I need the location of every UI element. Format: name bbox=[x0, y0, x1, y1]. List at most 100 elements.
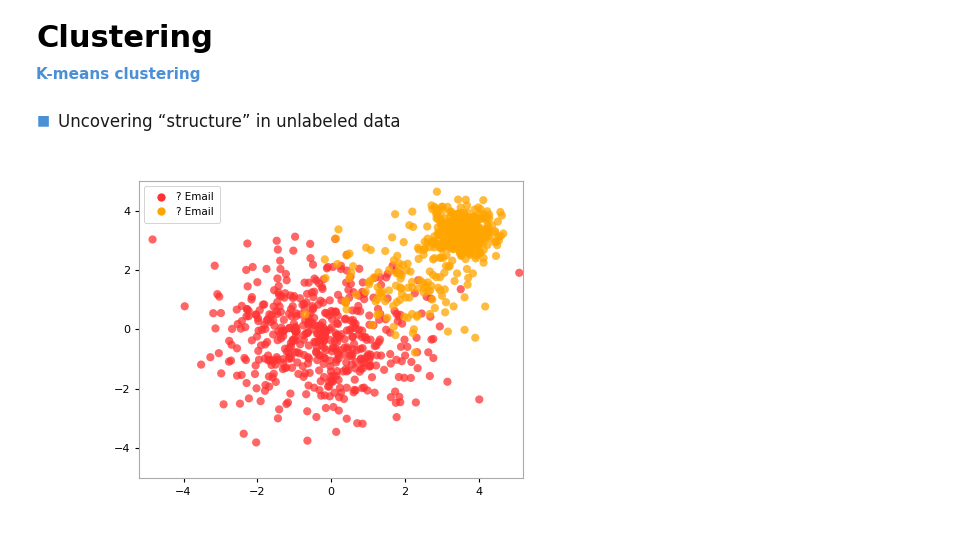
? Email bbox=[324, 307, 339, 315]
? Email bbox=[256, 300, 272, 309]
? Email bbox=[455, 216, 470, 225]
? Email bbox=[404, 357, 420, 366]
? Email bbox=[460, 242, 475, 251]
? Email bbox=[330, 312, 346, 320]
? Email bbox=[324, 343, 340, 352]
? Email bbox=[468, 239, 484, 248]
? Email bbox=[312, 336, 327, 345]
? Email bbox=[431, 206, 446, 215]
? Email bbox=[229, 344, 245, 353]
? Email bbox=[472, 248, 488, 256]
? Email bbox=[362, 362, 377, 371]
? Email bbox=[469, 226, 485, 234]
? Email bbox=[306, 287, 322, 296]
? Email bbox=[300, 329, 315, 338]
? Email bbox=[402, 293, 418, 302]
? Email bbox=[372, 309, 388, 318]
? Email bbox=[451, 210, 467, 218]
? Email bbox=[390, 252, 405, 260]
? Email bbox=[449, 220, 465, 229]
? Email bbox=[442, 243, 457, 252]
? Email bbox=[473, 215, 489, 224]
? Email bbox=[289, 323, 304, 332]
? Email bbox=[299, 329, 314, 338]
? Email bbox=[456, 232, 471, 241]
? Email bbox=[444, 227, 459, 236]
? Email bbox=[461, 215, 476, 224]
? Email bbox=[381, 266, 396, 274]
? Email bbox=[453, 233, 468, 242]
? Email bbox=[378, 315, 394, 323]
? Email bbox=[355, 278, 371, 287]
? Email bbox=[416, 288, 431, 297]
? Email bbox=[442, 261, 457, 270]
? Email bbox=[444, 242, 460, 251]
? Email bbox=[467, 232, 482, 240]
? Email bbox=[292, 349, 307, 357]
? Email bbox=[323, 336, 338, 345]
? Email bbox=[436, 220, 451, 228]
? Email bbox=[468, 254, 484, 263]
? Email bbox=[426, 232, 442, 241]
? Email bbox=[302, 368, 318, 377]
? Email bbox=[442, 220, 457, 228]
? Email bbox=[328, 358, 344, 367]
? Email bbox=[311, 300, 326, 309]
? Email bbox=[262, 310, 277, 319]
? Email bbox=[427, 202, 443, 211]
? Email bbox=[462, 232, 477, 241]
? Email bbox=[465, 239, 480, 247]
? Email bbox=[241, 394, 256, 403]
? Email bbox=[464, 226, 479, 235]
? Email bbox=[398, 293, 414, 302]
? Email bbox=[453, 203, 468, 212]
? Email bbox=[369, 341, 384, 350]
? Email bbox=[272, 291, 287, 300]
? Email bbox=[278, 269, 294, 278]
? Email bbox=[391, 373, 406, 381]
? Email bbox=[482, 214, 497, 222]
? Email bbox=[337, 335, 352, 343]
? Email bbox=[467, 224, 482, 233]
? Email bbox=[472, 238, 488, 247]
? Email bbox=[328, 308, 344, 316]
? Email bbox=[464, 232, 479, 240]
? Email bbox=[282, 291, 298, 300]
? Email bbox=[397, 351, 413, 360]
? Email bbox=[460, 201, 475, 210]
? Email bbox=[392, 269, 407, 278]
? Email bbox=[418, 281, 433, 289]
? Email bbox=[251, 347, 266, 355]
? Email bbox=[338, 365, 353, 374]
? Email bbox=[459, 232, 474, 241]
? Email bbox=[469, 231, 485, 240]
? Email bbox=[396, 335, 412, 344]
? Email bbox=[271, 414, 286, 423]
? Email bbox=[302, 240, 318, 248]
? Email bbox=[305, 325, 321, 334]
? Email bbox=[441, 226, 456, 234]
? Email bbox=[316, 275, 331, 284]
? Email bbox=[392, 264, 407, 272]
? Email bbox=[382, 350, 397, 359]
? Email bbox=[209, 290, 225, 299]
? Email bbox=[420, 348, 436, 356]
? Email bbox=[396, 374, 412, 382]
? Email bbox=[347, 340, 362, 348]
? Email bbox=[422, 286, 438, 295]
? Email bbox=[430, 284, 445, 292]
? Email bbox=[394, 357, 409, 366]
? Email bbox=[259, 265, 275, 273]
? Email bbox=[443, 244, 458, 253]
? Email bbox=[400, 314, 416, 322]
? Email bbox=[446, 226, 462, 235]
? Email bbox=[416, 251, 431, 259]
? Email bbox=[386, 256, 401, 265]
? Email bbox=[289, 348, 304, 356]
? Email bbox=[308, 276, 324, 285]
? Email bbox=[430, 240, 445, 248]
? Email bbox=[224, 340, 239, 349]
? Email bbox=[371, 305, 386, 313]
? Email bbox=[332, 383, 348, 392]
? Email bbox=[285, 302, 300, 310]
